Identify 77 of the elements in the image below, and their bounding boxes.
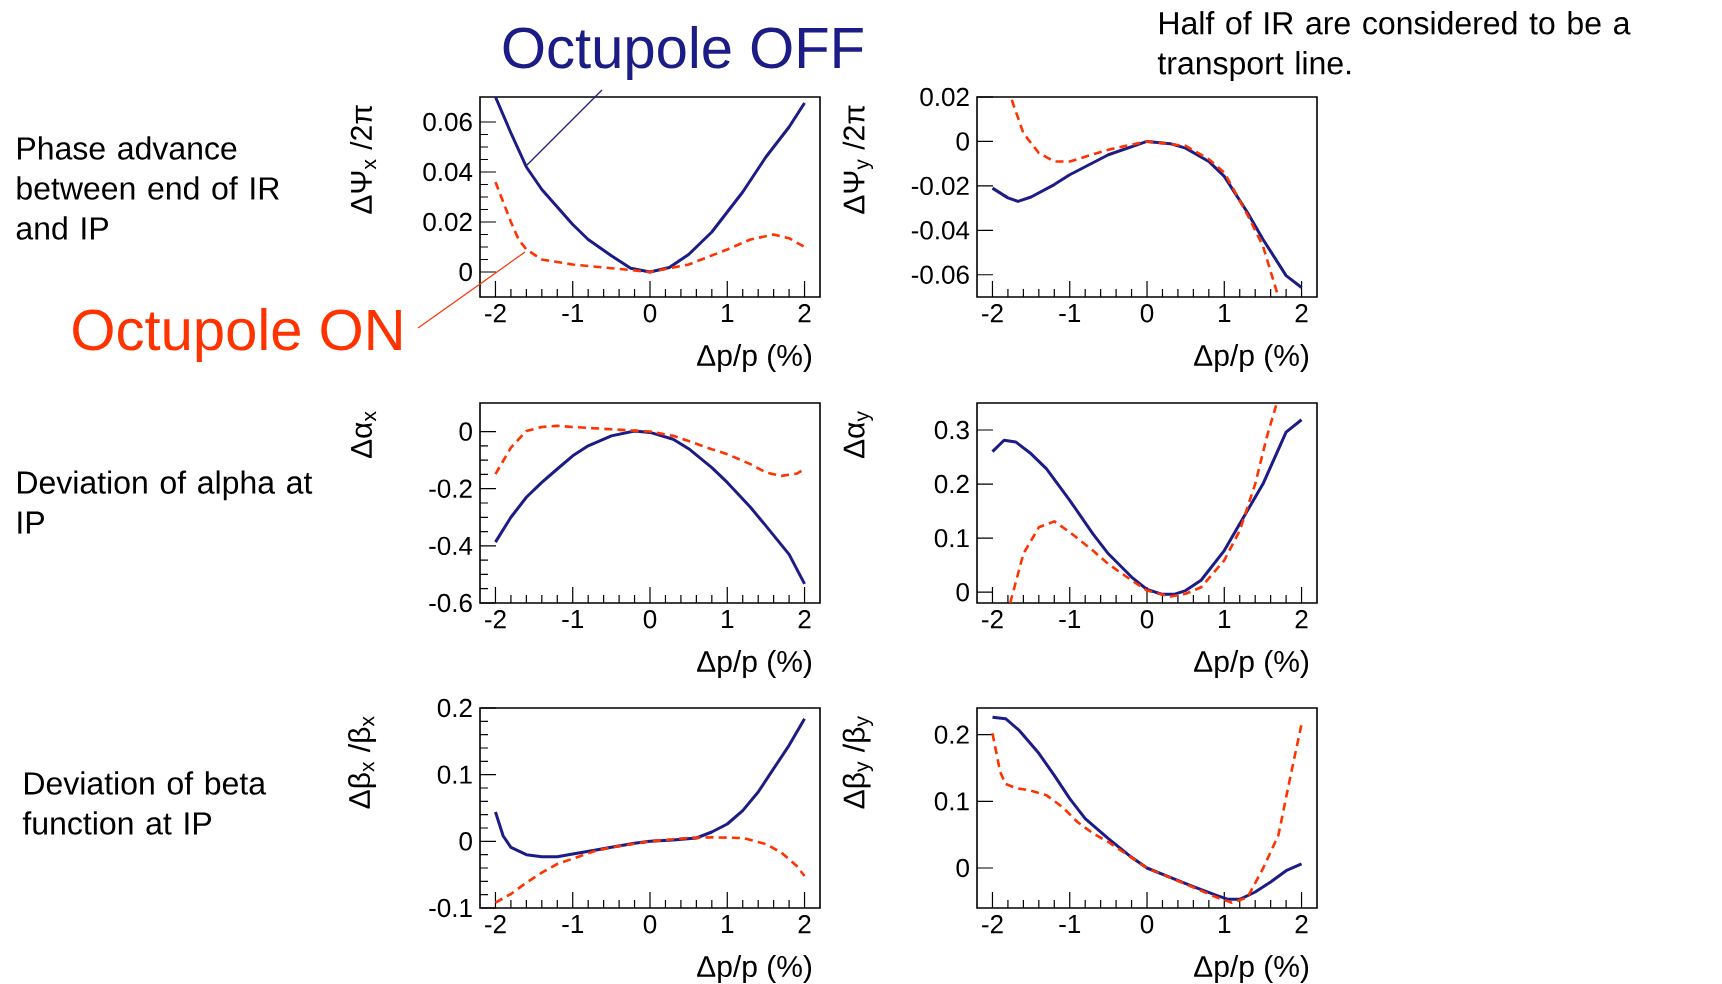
y-tick-label: 0.2 <box>437 698 472 718</box>
y-tick-label: 0 <box>956 858 969 878</box>
x-tick-label: 2 <box>1295 304 1308 323</box>
y-tick-label: -0.02 <box>911 176 969 196</box>
y-tick-label: -0.1 <box>429 898 472 918</box>
line-series <box>990 418 1304 596</box>
x-tick-label: -2 <box>485 610 506 629</box>
x-axis-title: Δp/p (%) <box>697 955 812 984</box>
x-tick-label: -1 <box>1059 304 1081 322</box>
x-tick-label: 1 <box>722 915 734 933</box>
y-tick-label: 0.3 <box>934 420 969 440</box>
y-tick-label: 0.2 <box>934 725 969 744</box>
y-tick-label: 0 <box>956 582 969 602</box>
y-tick-label: -0.6 <box>429 593 472 613</box>
x-tick-label: -2 <box>982 915 1003 934</box>
y-tick-label: 0.1 <box>934 792 969 811</box>
x-tick-label: -1 <box>1059 610 1081 628</box>
x-tick-label: 1 <box>1219 610 1231 628</box>
x-tick-label: 2 <box>798 915 811 934</box>
y-axis-title: Δβ$_{y}$ /β$_{y}$ <box>842 716 874 809</box>
y-tick-label: -0.2 <box>429 479 472 498</box>
x-tick-label: 0 <box>643 304 657 323</box>
line-series <box>494 180 806 274</box>
y-tick-label: -0.4 <box>429 536 473 556</box>
line-series <box>493 429 807 586</box>
y-tick-label: 0 <box>459 422 472 441</box>
y-axis-title: ΔΨ$_{x}$ /2π <box>349 105 377 214</box>
y-tick-label: 0.02 <box>920 87 969 107</box>
x-tick-label: 2 <box>1295 915 1308 934</box>
y-tick-label: 0.2 <box>934 474 969 494</box>
y-axis-title: ΔΨ$_{y}$ /2π <box>842 105 874 214</box>
y-tick-label: 0.1 <box>934 528 969 548</box>
y-tick-label: -0.04 <box>911 221 970 240</box>
y-axis-title: Δα$_{y}$ <box>843 411 874 459</box>
x-tick-label: -1 <box>562 610 584 628</box>
x-axis-title: Δp/p (%) <box>1194 344 1309 373</box>
x-tick-label: 0 <box>1140 610 1154 629</box>
x-tick-label: 1 <box>722 304 734 322</box>
y-tick-label: 0 <box>459 832 472 851</box>
x-tick-label: -1 <box>562 304 584 322</box>
x-axis-title: Δp/p (%) <box>697 650 812 679</box>
x-tick-label: 0 <box>643 610 657 629</box>
x-tick-label: 2 <box>1295 610 1308 629</box>
x-tick-label: -2 <box>982 304 1003 323</box>
x-tick-label: -2 <box>485 915 506 934</box>
x-tick-label: 1 <box>1219 304 1231 322</box>
y-tick-label: 0.1 <box>437 765 472 784</box>
x-tick-label: 1 <box>1219 915 1231 933</box>
x-tick-label: 2 <box>798 610 811 629</box>
text: Deviation of beta function at IP <box>22 771 267 835</box>
y-tick-label: 0 <box>956 132 969 151</box>
y-axis-title: Δβ$_{x}$ /β$_{x}$ <box>348 716 377 809</box>
text: Deviation of alpha at IP <box>18 470 313 534</box>
line-series <box>494 836 806 904</box>
x-axis-title: Δp/p (%) <box>1194 650 1309 679</box>
x-tick-label: 0 <box>1140 915 1154 934</box>
series-label: Octupole OFF <box>503 25 863 81</box>
x-tick-label: 0 <box>643 915 657 934</box>
line-series <box>1008 403 1279 603</box>
x-tick-label: 2 <box>798 304 811 323</box>
y-tick-label: 0.06 <box>423 112 472 132</box>
y-tick-label: -0.06 <box>911 265 969 284</box>
x-tick-label: -1 <box>1059 915 1081 933</box>
text: Half of IR are considered to be a transport line. <box>1157 11 1631 81</box>
x-tick-label: -2 <box>485 304 506 323</box>
y-tick-label: 0.02 <box>423 212 472 232</box>
x-axis-title: Δp/p (%) <box>697 344 812 373</box>
x-tick-label: -1 <box>562 915 584 933</box>
text: Phase advance between end of IR and IP <box>16 136 279 240</box>
text: Octupole ON <box>73 307 401 363</box>
y-axis-title: Δα$_{x}$ <box>351 411 377 459</box>
y-tick-label: 0.04 <box>423 162 473 182</box>
x-tick-label: -2 <box>982 610 1003 629</box>
y-tick-label: 0 <box>459 262 472 282</box>
x-tick-label: 0 <box>1140 304 1154 323</box>
x-axis-title: Δp/p (%) <box>1194 955 1309 984</box>
x-tick-label: 1 <box>722 610 734 628</box>
